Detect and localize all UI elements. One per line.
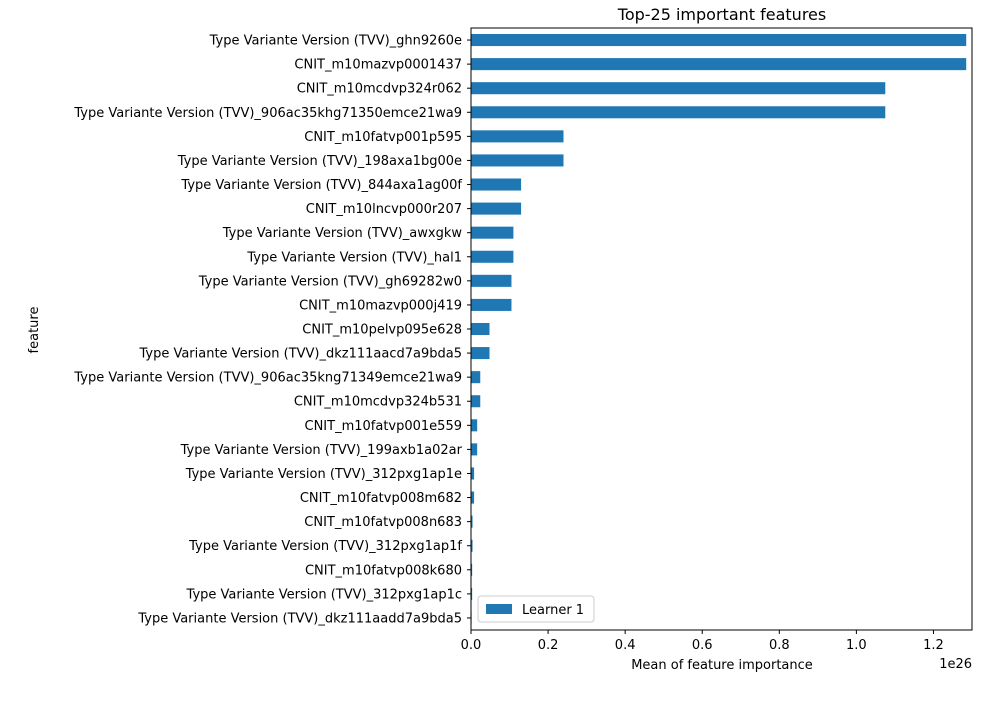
- bar: [471, 202, 522, 215]
- y-tick-label: Type Variante Version (TVV)_906ac35khg71…: [73, 106, 462, 121]
- legend-swatch: [486, 604, 512, 614]
- legend-label: Learner 1: [522, 603, 584, 618]
- y-tick-label: Type Variante Version (TVV)_312pxg1ap1e: [185, 467, 462, 482]
- bar: [471, 491, 475, 504]
- bar: [471, 250, 514, 263]
- bar: [471, 58, 967, 71]
- bar: [471, 563, 473, 576]
- y-tick-label: CNIT_m10pelvp095e628: [302, 323, 462, 338]
- bar: [471, 298, 512, 311]
- y-tick-label: CNIT_m10fatvp008k680: [305, 563, 462, 578]
- y-tick-label: CNIT_m10fatvp008n683: [304, 515, 462, 530]
- y-tick-label: Type Variante Version (TVV)_312pxg1ap1c: [186, 587, 462, 602]
- bar: [471, 395, 481, 408]
- y-tick-label: Type Variante Version (TVV)_dkz111aadd7a…: [137, 611, 462, 626]
- y-tick-label: Type Variante Version (TVV)_199axb1a02ar: [180, 443, 463, 458]
- x-tick-label: 1.0: [846, 638, 867, 653]
- x-tick-label: 0.8: [769, 638, 790, 653]
- bar: [471, 130, 564, 143]
- x-tick-label: 0.2: [538, 638, 559, 653]
- x-axis-ticks: 0.0 0.2 0.4 0.6 0.8 1.0 1.2: [461, 630, 944, 653]
- bar: [471, 82, 886, 95]
- legend: Learner 1: [477, 595, 595, 623]
- bar: [471, 443, 478, 456]
- bar: [471, 34, 967, 47]
- y-tick-label: CNIT_m10mazvp000j419: [299, 298, 462, 313]
- y-tick-label: Type Variante Version (TVV)_ghn9260e: [209, 34, 462, 49]
- plot-area: [470, 27, 973, 631]
- y-tick-label: Type Variante Version (TVV)_hal1: [246, 250, 462, 265]
- bar: [471, 274, 512, 287]
- x-tick-label: 0.4: [615, 638, 636, 653]
- y-tick-label: CNIT_m10fatvp001e559: [305, 419, 463, 434]
- bar: [471, 178, 522, 191]
- chart-title: Top-25 important features: [617, 5, 826, 24]
- y-tick-label: CNIT_m10lncvp000r207: [306, 202, 462, 217]
- bar: [471, 226, 514, 239]
- y-tick-label: Type Variante Version (TVV)_844axa1ag00f: [180, 178, 462, 193]
- bar: [471, 467, 475, 480]
- x-axis-offset-text: 1e26: [939, 657, 972, 672]
- bar: [471, 587, 473, 600]
- y-tick-label: CNIT_m10mazvp0001437: [294, 58, 462, 73]
- y-tick-label: CNIT_m10mcdvp324b531: [294, 395, 462, 410]
- bar: [471, 322, 490, 336]
- y-tick-label: CNIT_m10mcdvp324r062: [297, 82, 462, 97]
- y-tick-label: CNIT_m10fatvp001p595: [304, 130, 462, 145]
- y-tick-label: Type Variante Version (TVV)_906ac35kng71…: [73, 371, 462, 386]
- y-tick-label: CNIT_m10fatvp008m682: [300, 491, 462, 506]
- bar: [471, 371, 481, 384]
- y-tick-label: Type Variante Version (TVV)_dkz111aacd7a…: [138, 347, 462, 362]
- y-tick-label: Type Variante Version (TVV)_awxgkw: [222, 226, 463, 241]
- x-tick-label: 1.2: [923, 638, 944, 653]
- x-axis-label: Mean of feature importance: [631, 658, 813, 673]
- bar: [471, 539, 473, 552]
- y-axis-tick-labels: Type Variante Version (TVV)_ghn9260e CNIT…: [73, 34, 471, 626]
- y-axis-label: feature: [27, 307, 42, 354]
- x-tick-label: 0.6: [692, 638, 713, 653]
- bar: [471, 347, 490, 360]
- bar: [471, 515, 473, 528]
- y-tick-label: Type Variante Version (TVV)_312pxg1ap1f: [188, 539, 462, 554]
- x-tick-label: 0.0: [461, 638, 482, 653]
- legend-box: [477, 595, 595, 623]
- bar: [471, 419, 478, 432]
- bar: [471, 106, 886, 119]
- bar: [471, 154, 564, 167]
- y-tick-label: Type Variante Version (TVV)_198axa1bg00e: [177, 154, 462, 169]
- y-tick-label: Type Variante Version (TVV)_gh69282w0: [198, 274, 462, 289]
